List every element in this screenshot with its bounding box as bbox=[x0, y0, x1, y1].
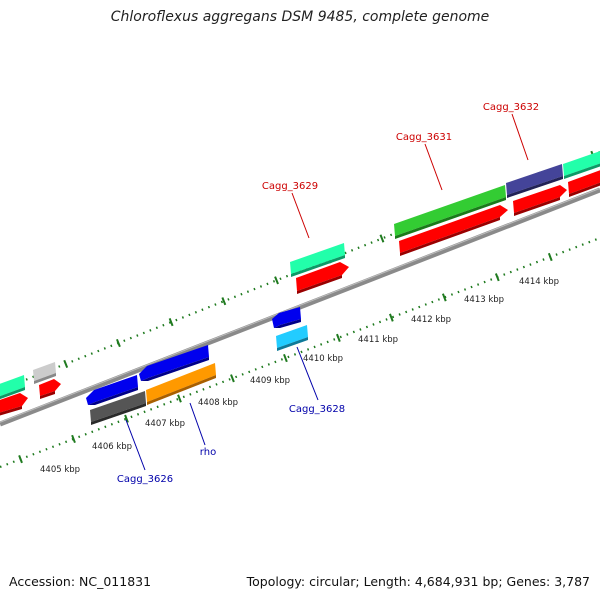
feature-aqua-partial-right[interactable] bbox=[563, 149, 600, 176]
lower-major-tick-5 bbox=[283, 353, 288, 363]
feature-cagg-3632-red[interactable] bbox=[513, 185, 567, 213]
feature-cagg-3626-blue[interactable] bbox=[86, 375, 138, 405]
lower-major-tick-2 bbox=[124, 414, 129, 423]
gene-label-rho[interactable]: rho bbox=[200, 447, 216, 458]
feature-aqua-partial-right-shade bbox=[564, 163, 600, 179]
leader-cagg-3631 bbox=[424, 143, 443, 191]
scale-label-4406: 4406 kbp bbox=[92, 442, 132, 452]
feature-cagg-3632-purple[interactable] bbox=[506, 164, 563, 195]
genome-summary-text: Topology: circular; Length: 4,684,931 bp… bbox=[246, 574, 590, 589]
scale-label-4414: 4414 kbp bbox=[519, 277, 559, 287]
upper-major-tick-1 bbox=[63, 359, 69, 369]
scale-label-4412: 4412 kbp bbox=[411, 315, 451, 325]
feature-cagg-3629-red-shade bbox=[297, 275, 342, 294]
feature-light-grey[interactable] bbox=[33, 362, 56, 381]
leader-cagg-3629 bbox=[291, 192, 310, 239]
feature-cagg-3629-aqua[interactable] bbox=[290, 243, 345, 274]
feature-cagg-3629-aqua-shade bbox=[291, 255, 345, 277]
feature-cagg-3632-purple-shade bbox=[507, 176, 563, 198]
feature-light-grey-shade bbox=[34, 373, 56, 384]
feature-red-small-shade bbox=[40, 391, 55, 399]
lower-major-tick-4 bbox=[230, 374, 235, 383]
upper-major-tick-3 bbox=[168, 318, 174, 327]
top-leader-lines bbox=[291, 113, 529, 239]
feature-cagg-3631-green-shade bbox=[395, 197, 506, 239]
bottom-leader-lines bbox=[125, 346, 319, 471]
lower-major-tick-1 bbox=[71, 434, 76, 444]
gene-label-cagg-3632[interactable]: Cagg_3632 bbox=[483, 102, 539, 113]
feature-aqua-partial-left[interactable] bbox=[0, 375, 25, 398]
gene-label-cagg-3628[interactable]: Cagg_3628 bbox=[289, 404, 345, 415]
accession-text: Accession: NC_011831 bbox=[9, 574, 152, 589]
leader-rho bbox=[189, 402, 206, 446]
feature-cagg-3628-blue[interactable] bbox=[272, 307, 301, 328]
upper-major-tick-4 bbox=[221, 297, 227, 306]
feature-red-small[interactable] bbox=[39, 379, 61, 396]
genome-backbone-highlight bbox=[0, 187, 600, 423]
feature-aqua-partial-left-shade bbox=[0, 387, 25, 400]
feature-cagg-3628-cyan-shade bbox=[277, 337, 308, 351]
gene-label-cagg-3629[interactable]: Cagg_3629 bbox=[262, 181, 318, 192]
feature-rho-blue-shade bbox=[141, 357, 209, 381]
forward-features bbox=[0, 149, 600, 416]
upper-major-tick-7 bbox=[379, 234, 385, 243]
scale-label-4413: 4413 kbp bbox=[464, 295, 504, 305]
leader-cagg-3626 bbox=[125, 419, 146, 471]
scale-label-4411: 4411 kbp bbox=[358, 335, 398, 345]
feature-cagg-3626-blue-shade bbox=[88, 387, 138, 405]
lower-major-ticks bbox=[18, 252, 553, 464]
feature-red-partial-left[interactable] bbox=[0, 393, 28, 414]
scale-label-4410: 4410 kbp bbox=[303, 354, 343, 364]
feature-cagg-3631-green[interactable] bbox=[394, 185, 506, 236]
lower-major-tick-7 bbox=[389, 313, 394, 322]
scale-label-4407: 4407 kbp bbox=[145, 419, 185, 429]
feature-cagg-3631-red[interactable] bbox=[399, 205, 508, 253]
lower-major-tick-9 bbox=[494, 273, 500, 282]
gene-label-cagg-3631[interactable]: Cagg_3631 bbox=[396, 132, 452, 143]
leader-cagg-3632 bbox=[511, 113, 529, 161]
feature-red-partial-right[interactable] bbox=[568, 168, 600, 194]
feature-rho-blue[interactable] bbox=[139, 345, 209, 381]
feature-cagg-3626-grey[interactable] bbox=[90, 391, 146, 422]
lower-major-tick-8 bbox=[441, 293, 447, 302]
leader-cagg-3628 bbox=[296, 346, 319, 401]
feature-red-partial-left-shade bbox=[0, 406, 22, 416]
upper-major-tick-5 bbox=[274, 276, 279, 285]
feature-cagg-3628-blue-shade bbox=[274, 319, 301, 328]
scale-label-4408: 4408 kbp bbox=[198, 398, 238, 408]
upper-major-tick-2 bbox=[116, 338, 121, 348]
lower-major-tick-0 bbox=[18, 455, 23, 464]
feature-rho-orange[interactable] bbox=[146, 363, 216, 402]
lower-major-tick-6 bbox=[336, 333, 341, 342]
feature-cagg-3629-red[interactable] bbox=[296, 262, 349, 291]
map-title: Chloroflexus aggregans DSM 9485, complet… bbox=[110, 9, 490, 25]
feature-cagg-3628-cyan[interactable] bbox=[276, 325, 308, 348]
scale-label-4405: 4405 kbp bbox=[40, 465, 80, 475]
lower-major-tick-3 bbox=[177, 394, 182, 403]
feature-cagg-3626-grey-shade bbox=[91, 403, 146, 425]
gene-label-cagg-3626[interactable]: Cagg_3626 bbox=[117, 474, 173, 485]
reverse-features bbox=[86, 307, 308, 425]
feature-rho-orange-shade bbox=[147, 375, 216, 405]
feature-cagg-3631-red-shade bbox=[400, 217, 500, 256]
scale-label-4409: 4409 kbp bbox=[250, 376, 290, 386]
feature-red-partial-right-shade bbox=[569, 182, 600, 197]
lower-major-tick-10 bbox=[547, 252, 553, 262]
feature-cagg-3632-red-shade bbox=[514, 197, 560, 216]
